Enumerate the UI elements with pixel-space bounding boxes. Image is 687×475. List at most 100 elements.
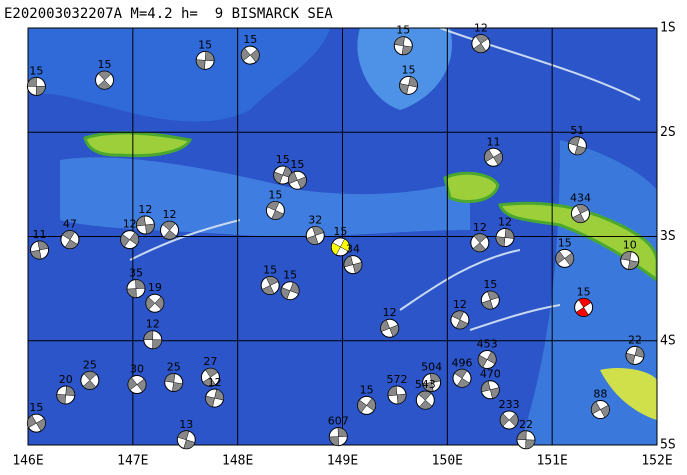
beachball — [120, 230, 140, 250]
beachball — [477, 350, 497, 370]
beachball — [273, 165, 293, 185]
depth-label: 434 — [570, 192, 591, 205]
beachball — [399, 75, 419, 95]
beachball — [145, 293, 165, 313]
depth-label: 15 — [360, 383, 374, 396]
beachball-quadrant — [525, 439, 536, 450]
x-tick-label: 151E — [537, 454, 568, 469]
depth-label: 15 — [402, 63, 416, 76]
beachball-quadrant — [27, 77, 37, 87]
beachball-quadrant — [456, 377, 470, 388]
beachball — [480, 380, 500, 400]
y-tick-label: 1S — [660, 21, 676, 36]
beachball-quadrant — [64, 239, 78, 249]
beachball-quadrant — [576, 204, 589, 214]
beachball — [499, 410, 519, 430]
beachball-quadrant — [343, 255, 354, 268]
beachball-quadrant — [97, 79, 112, 90]
beachball — [590, 400, 610, 420]
beachball — [265, 200, 285, 220]
beachball-quadrant — [473, 233, 487, 244]
beachball-quadrant — [366, 397, 376, 412]
beachball-quadrant — [136, 215, 146, 227]
depth-label: 15 — [276, 153, 290, 166]
depth-label: 12 — [123, 218, 137, 231]
beachball-quadrant — [36, 418, 46, 432]
beachball — [260, 275, 280, 295]
beachball — [305, 225, 325, 245]
beachball-quadrant — [177, 430, 190, 441]
beachball-quadrant — [214, 389, 224, 401]
beachball-quadrant — [120, 233, 131, 248]
beachball-quadrant — [340, 238, 350, 252]
x-tick-label: 150E — [432, 454, 463, 469]
depth-label: 12 — [498, 216, 512, 229]
beachball — [574, 297, 594, 317]
beachball — [205, 388, 225, 408]
beachball-quadrant — [311, 226, 325, 236]
beachball-quadrant — [408, 76, 418, 88]
beachball-quadrant — [202, 376, 216, 387]
beachball-quadrant — [396, 393, 407, 405]
beachball-quadrant — [484, 149, 494, 163]
beachball — [452, 368, 472, 388]
depth-label: 15 — [333, 225, 347, 238]
beachball — [343, 255, 363, 275]
depth-label: 504 — [421, 360, 442, 373]
beachball — [480, 290, 500, 310]
x-tick-label: 148E — [222, 454, 253, 469]
depth-label: 25 — [167, 360, 181, 373]
beachball-quadrant — [172, 382, 183, 392]
depth-label: 543 — [415, 378, 436, 391]
beachball-quadrant — [152, 339, 163, 349]
title: E202003032207A M=4.2 h= 9 BISMARCK SEA — [4, 6, 333, 22]
depth-label: 15 — [268, 188, 282, 201]
x-tick-label: 147E — [117, 454, 148, 469]
beachball — [393, 36, 413, 56]
beachball-quadrant — [481, 299, 494, 310]
beachball-quadrant — [288, 171, 298, 185]
depth-label: 10 — [623, 238, 637, 251]
beachball-quadrant — [472, 242, 487, 252]
beachball-quadrant — [418, 390, 432, 401]
beachball-quadrant — [56, 393, 67, 405]
beachball-quadrant — [490, 387, 500, 399]
depth-label: 453 — [477, 338, 498, 351]
beachball — [380, 318, 400, 338]
beachball — [415, 390, 435, 410]
beachball-quadrant — [486, 351, 497, 365]
y-tick-label: 2S — [660, 125, 676, 140]
beachball — [200, 367, 220, 387]
beachball-quadrant — [271, 210, 284, 220]
depth-label: 12 — [146, 318, 160, 331]
depth-label: 30 — [130, 363, 144, 376]
beachball-quadrant — [422, 382, 434, 392]
beachball-quadrant — [98, 70, 112, 81]
beachball — [287, 170, 307, 190]
beachball-quadrant — [352, 261, 363, 274]
beachball-quadrant — [205, 368, 219, 378]
beachball — [56, 385, 76, 405]
beachball-quadrant — [380, 319, 391, 332]
depth-label: 12 — [208, 376, 222, 389]
beachball-quadrant — [129, 231, 139, 246]
beachball — [26, 76, 46, 96]
beachball-quadrant — [30, 249, 42, 260]
beachball — [280, 281, 300, 301]
beachball — [387, 385, 407, 405]
beachball-quadrant — [135, 279, 146, 289]
y-tick-label: 5S — [660, 438, 676, 453]
beachball-quadrant — [126, 288, 137, 298]
beachball-quadrant — [241, 47, 251, 62]
beachball-quadrant — [143, 330, 154, 340]
depth-label: 607 — [328, 415, 349, 428]
beachball-quadrant — [625, 352, 636, 365]
beachball-quadrant — [477, 354, 488, 368]
depth-label: 51 — [570, 124, 584, 137]
beachball-quadrant — [145, 223, 155, 235]
depth-label: 12 — [474, 22, 488, 35]
beachball-quadrant — [273, 171, 284, 184]
beachball — [164, 372, 184, 392]
beachball-quadrant — [419, 399, 433, 410]
